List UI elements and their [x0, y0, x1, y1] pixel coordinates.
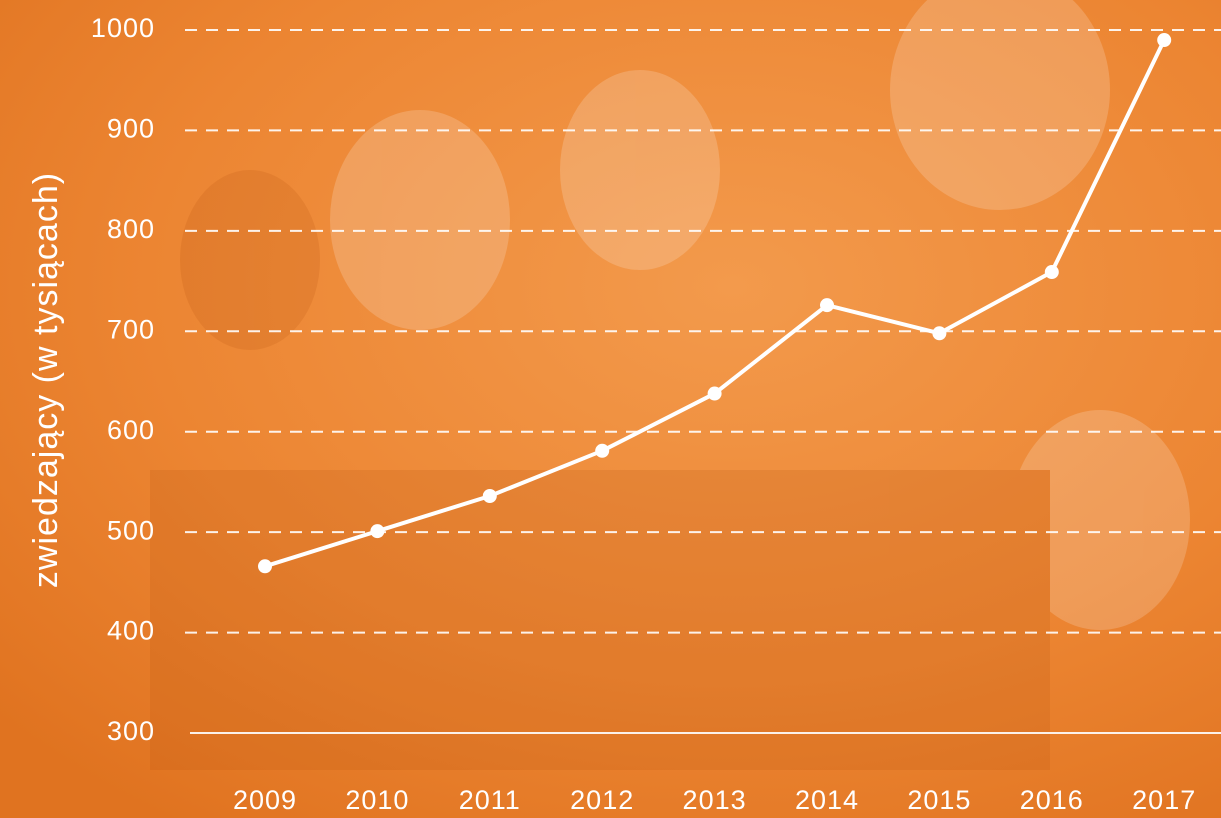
x-tick-label: 2012	[570, 785, 634, 815]
x-tick-label: 2009	[233, 785, 297, 815]
x-tick-label: 2015	[907, 785, 971, 815]
point	[1157, 33, 1172, 48]
point	[1044, 265, 1059, 280]
point	[258, 559, 272, 574]
x-tick-label: 2017	[1132, 785, 1196, 815]
background-photo	[150, 0, 1190, 770]
point	[820, 298, 834, 313]
y-tick-label: 800	[107, 214, 155, 244]
y-tick-label: 900	[107, 114, 155, 144]
x-tick-label: 2010	[345, 785, 409, 815]
y-tick-label: 700	[107, 314, 155, 344]
point	[707, 386, 722, 401]
point	[370, 524, 385, 539]
x-tick-label: 2014	[795, 785, 859, 815]
x-tick-label: 2011	[459, 785, 521, 815]
x-tick-label: 2013	[683, 785, 747, 815]
y-tick-label: 400	[107, 616, 155, 646]
y-tick-label: 500	[107, 515, 155, 545]
x-tick-label: 2016	[1020, 785, 1084, 815]
y-tick-label: 600	[107, 415, 155, 445]
point	[482, 488, 497, 503]
y-axis-label: zwiedzający (w tysiącach)	[27, 172, 65, 588]
point	[595, 443, 610, 458]
y-tick-label: 1000	[91, 13, 155, 43]
point	[932, 326, 947, 341]
y-tick-label: 300	[107, 716, 155, 746]
